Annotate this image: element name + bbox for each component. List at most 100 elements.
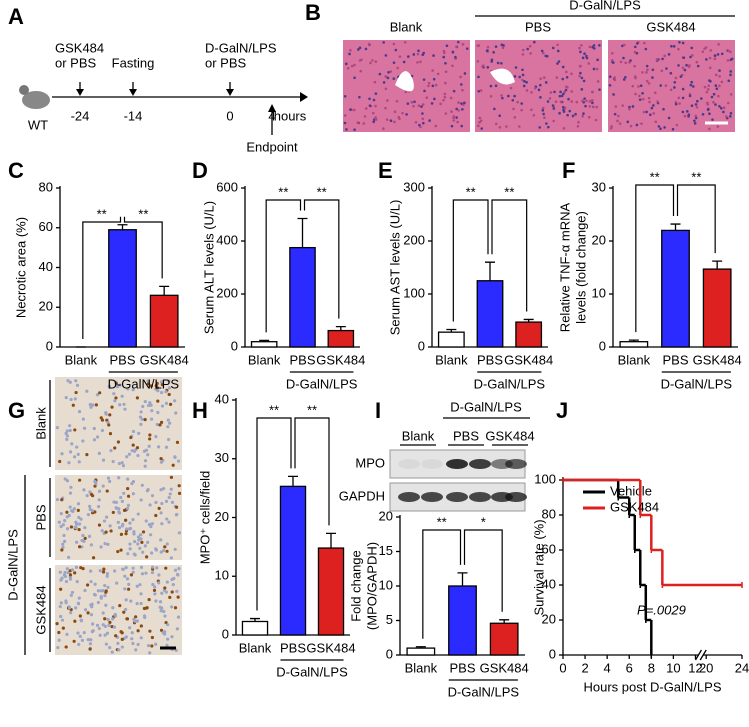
cell-nucleus: [674, 102, 678, 106]
cell-nucleus: [372, 120, 375, 124]
cell-nucleus: [122, 508, 127, 512]
cell-nucleus: [673, 80, 677, 84]
cell-nucleus: [138, 546, 142, 550]
cell-nucleus: [693, 122, 697, 125]
cell-nucleus: [402, 60, 406, 64]
y-tick-label: 60: [39, 219, 53, 234]
cell-nucleus: [88, 504, 92, 508]
cell-nucleus: [125, 506, 130, 511]
cell-nucleus: [60, 618, 65, 622]
cell-nucleus: [610, 59, 614, 62]
cell-nucleus: [374, 116, 377, 119]
cell-nucleus: [363, 115, 367, 118]
cell-nucleus: [79, 517, 83, 521]
histology-label: GSK484: [33, 585, 48, 634]
histology-label: PBS: [33, 504, 48, 530]
cell-nucleus: [97, 626, 101, 631]
axis-break: [694, 649, 703, 661]
cell-nucleus: [155, 422, 159, 427]
cell-nucleus: [75, 580, 79, 584]
cell-nucleus: [613, 112, 617, 116]
cell-nucleus: [647, 96, 651, 100]
cell-nucleus: [675, 123, 679, 127]
cell-nucleus: [562, 92, 565, 96]
y-tick-label: 200: [403, 232, 425, 247]
cell-nucleus: [97, 451, 101, 455]
cell-nucleus: [94, 481, 98, 486]
cell-nucleus: [106, 476, 111, 480]
cell-nucleus: [108, 479, 112, 483]
cell-nucleus: [541, 106, 545, 110]
cell-nucleus: [150, 570, 155, 575]
cell-nucleus: [555, 76, 559, 79]
cell-nucleus: [86, 611, 90, 615]
cell-nucleus: [176, 459, 181, 463]
cell-nucleus: [139, 601, 143, 606]
cell-nucleus: [64, 601, 68, 605]
cell-nucleus: [482, 64, 485, 67]
cell-nucleus: [115, 385, 120, 389]
y-tick-label: 40: [39, 259, 53, 274]
cell-nucleus: [74, 526, 78, 530]
cell-nucleus: [596, 58, 599, 62]
cell-nucleus: [358, 46, 362, 50]
cell-nucleus: [343, 114, 347, 117]
cell-nucleus: [708, 112, 711, 115]
cell-nucleus: [95, 435, 100, 439]
x-tick-label: Blank: [248, 352, 281, 367]
y-tick-label: 10: [215, 568, 229, 583]
cell-nucleus: [392, 77, 396, 80]
cell-nucleus: [551, 46, 555, 50]
cell-nucleus: [633, 64, 636, 68]
cell-nucleus: [434, 124, 438, 128]
cell-nucleus: [730, 57, 734, 61]
cell-nucleus: [136, 535, 141, 539]
cell-nucleus: [494, 122, 498, 126]
cell-nucleus: [177, 484, 181, 488]
panel-label: H: [192, 398, 208, 423]
cell-nucleus: [123, 407, 127, 411]
cell-nucleus: [477, 75, 480, 79]
significance-label: *: [481, 514, 486, 529]
cell-nucleus: [560, 94, 564, 98]
cell-nucleus: [592, 67, 596, 71]
cell-nucleus: [523, 79, 526, 83]
cell-nucleus: [540, 49, 544, 53]
cell-nucleus: [65, 515, 69, 519]
cell-nucleus: [701, 112, 705, 116]
panel-label: B: [305, 0, 321, 25]
cell-nucleus: [128, 521, 132, 525]
cell-nucleus: [413, 100, 416, 104]
cell-nucleus: [168, 402, 173, 406]
error-bar: [446, 328, 457, 333]
cell-nucleus: [425, 96, 429, 99]
cell-nucleus: [103, 542, 107, 546]
cell-nucleus: [683, 114, 687, 118]
cell-nucleus: [143, 544, 147, 548]
cell-nucleus: [349, 48, 352, 52]
cell-nucleus: [571, 114, 575, 118]
group-label: D-GalN/LPS: [661, 376, 733, 391]
cell-nucleus: [164, 390, 168, 394]
cell-nucleus: [159, 420, 164, 424]
cell-nucleus: [526, 47, 529, 51]
cell-nucleus: [136, 629, 140, 633]
cell-nucleus: [150, 409, 154, 413]
panel-label: G: [8, 398, 25, 423]
cell-nucleus: [401, 111, 404, 115]
significance-label: **: [97, 206, 107, 221]
cell-nucleus: [74, 606, 78, 610]
x-tick-label: PBS: [477, 352, 503, 367]
cell-nucleus: [155, 566, 159, 570]
cell-nucleus: [428, 119, 431, 122]
cell-nucleus: [500, 94, 503, 97]
cell-nucleus: [660, 69, 664, 73]
cell-nucleus: [564, 88, 568, 92]
cell-nucleus: [159, 609, 163, 613]
y-axis-label: (MPO/GAPDH): [364, 542, 379, 630]
cell-nucleus: [104, 590, 108, 594]
cell-nucleus: [122, 610, 126, 614]
cell-nucleus: [387, 71, 390, 74]
y-tick-label: 20: [215, 509, 229, 524]
cell-nucleus: [445, 44, 449, 48]
